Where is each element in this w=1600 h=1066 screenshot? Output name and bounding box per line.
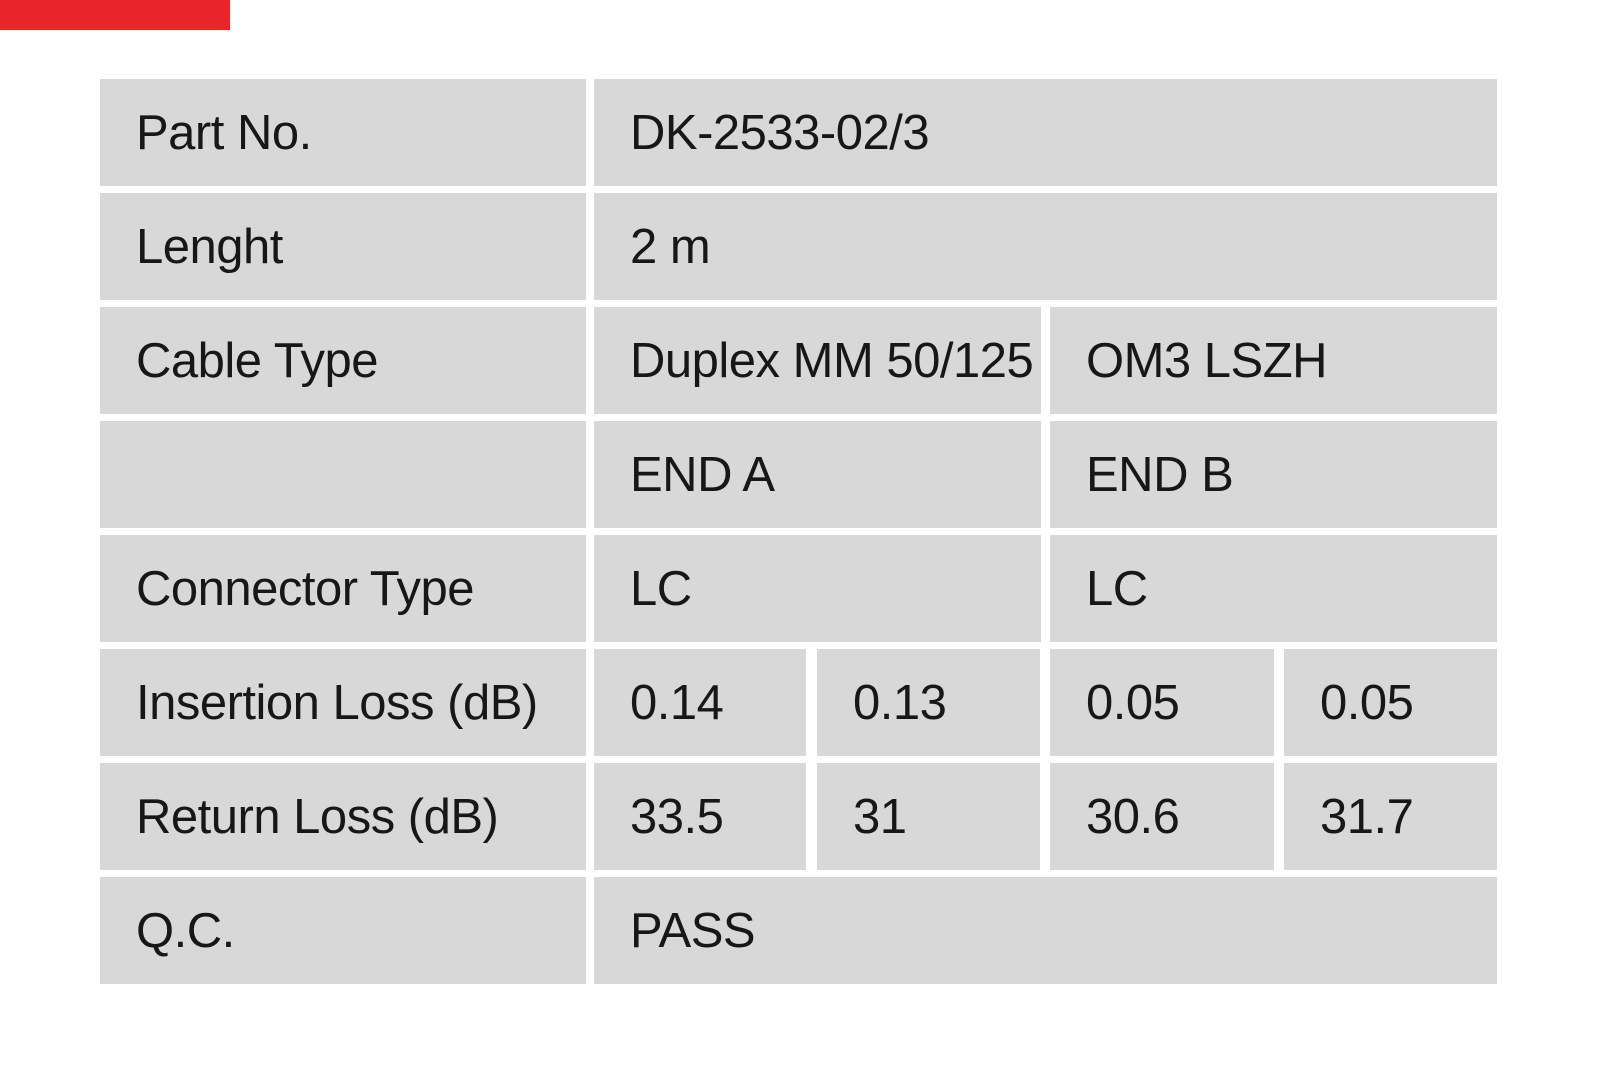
qc-value: PASS xyxy=(594,877,1497,984)
insertion-loss-end-b-1: 0.05 xyxy=(1050,649,1274,756)
row-insertion-loss: Insertion Loss (dB) 0.14 0.13 0.05 0.05 xyxy=(100,649,1497,756)
end-b-header: END B xyxy=(1050,421,1497,528)
row-return-loss: Return Loss (dB) 33.5 31 30.6 31.7 xyxy=(100,763,1497,870)
return-loss-end-a-2: 31 xyxy=(817,763,1040,870)
part-no-label: Part No. xyxy=(100,79,586,186)
end-headers-empty-cell xyxy=(100,421,586,528)
row-cable-type: Cable Type Duplex MM 50/125 OM3 LSZH xyxy=(100,307,1497,414)
return-loss-end-a-1: 33.5 xyxy=(594,763,806,870)
insertion-loss-end-a-2: 0.13 xyxy=(817,649,1040,756)
row-length: Lenght 2 m xyxy=(100,193,1497,300)
cable-type-label: Cable Type xyxy=(100,307,586,414)
row-part-no: Part No. DK-2533-02/3 xyxy=(100,79,1497,186)
part-no-value: DK-2533-02/3 xyxy=(594,79,1497,186)
connector-type-end-b: LC xyxy=(1050,535,1497,642)
red-banner xyxy=(0,0,230,30)
row-end-headers: END A END B xyxy=(100,421,1497,528)
cable-type-value-2: OM3 LSZH xyxy=(1050,307,1497,414)
insertion-loss-end-b-2: 0.05 xyxy=(1284,649,1497,756)
length-value: 2 m xyxy=(594,193,1497,300)
connector-type-end-a: LC xyxy=(594,535,1041,642)
row-connector-type: Connector Type LC LC xyxy=(100,535,1497,642)
connector-type-label: Connector Type xyxy=(100,535,586,642)
return-loss-label: Return Loss (dB) xyxy=(100,763,586,870)
end-a-header: END A xyxy=(594,421,1041,528)
insertion-loss-end-a-1: 0.14 xyxy=(594,649,806,756)
return-loss-end-b-2: 31.7 xyxy=(1284,763,1497,870)
cable-type-value-1: Duplex MM 50/125 xyxy=(594,307,1041,414)
insertion-loss-label: Insertion Loss (dB) xyxy=(100,649,586,756)
row-qc: Q.C. PASS xyxy=(100,877,1497,984)
qc-label: Q.C. xyxy=(100,877,586,984)
qc-report-table: Part No. DK-2533-02/3 Lenght 2 m Cable T… xyxy=(100,79,1497,991)
length-label: Lenght xyxy=(100,193,586,300)
return-loss-end-b-1: 30.6 xyxy=(1050,763,1274,870)
